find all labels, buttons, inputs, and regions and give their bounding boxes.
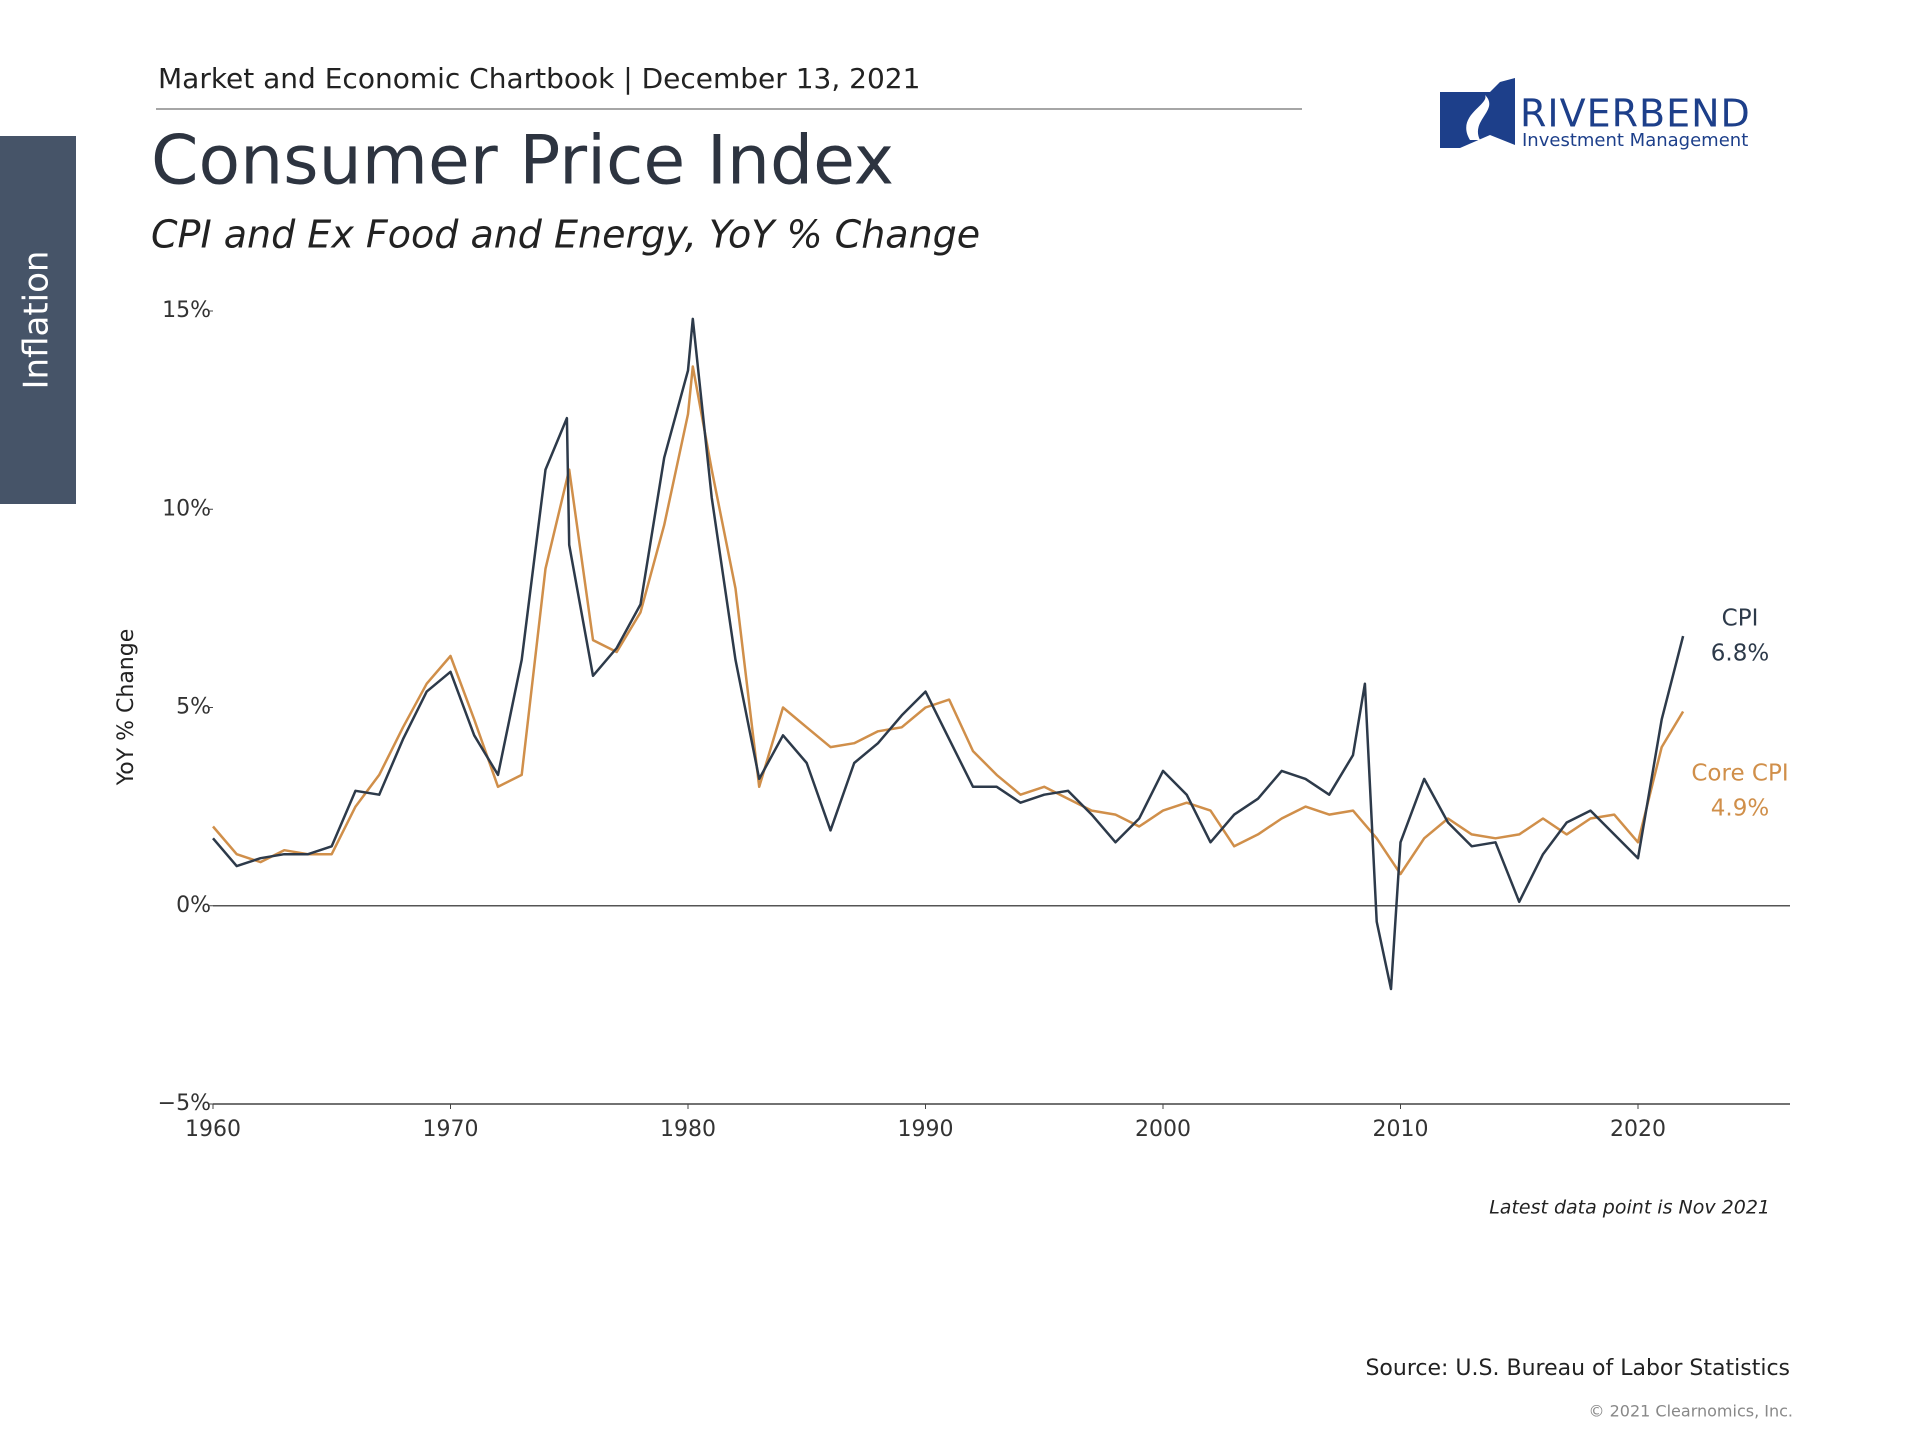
header: Market and Economic Chartbook | December…: [158, 62, 920, 95]
x-tick-label: 1980: [660, 1117, 716, 1142]
logo-tagline: Investment Management: [1522, 130, 1748, 151]
x-tick-label: 2010: [1373, 1117, 1429, 1142]
note: Latest data point is Nov 2021: [1489, 1197, 1770, 1219]
chart-subtitle: CPI and Ex Food and Energy, YoY % Change: [151, 213, 980, 257]
section-tab-label: Inflation: [17, 251, 57, 390]
x-tick-label: 1960: [185, 1117, 241, 1142]
x-tick-label: 2000: [1135, 1117, 1191, 1142]
series-line: [212, 365, 1685, 876]
chart-title: Consumer Price Index: [151, 122, 894, 201]
logo: RIVERBEND Investment Management: [1440, 78, 1751, 151]
y-tick-label: 5%: [176, 695, 211, 720]
y-tick-label: 15%: [162, 298, 211, 323]
section-tab: [0, 136, 76, 504]
x-tick-label: 2020: [1610, 1117, 1666, 1142]
logo-name: RIVERBEND: [1520, 92, 1751, 136]
series-line: [212, 317, 1685, 991]
y-axis-label: YoY % Change: [114, 629, 139, 787]
series-label: Core CPI: [1691, 761, 1788, 787]
end-value-label: 6.8%: [1711, 641, 1769, 667]
end-value-label: 4.9%: [1711, 796, 1769, 822]
source: Source: U.S. Bureau of Labor Statistics: [1365, 1356, 1790, 1381]
copyright: © 2021 Clearnomics, Inc.: [1589, 1402, 1793, 1421]
series-label: CPI: [1722, 606, 1759, 632]
x-tick-label: 1970: [423, 1117, 479, 1142]
y-tick-label: 10%: [162, 496, 211, 521]
y-tick-label: 0%: [176, 893, 211, 918]
x-tick-label: 1990: [898, 1117, 954, 1142]
logo-swoosh: [1466, 95, 1490, 140]
y-tick-label: −5%: [158, 1091, 211, 1116]
